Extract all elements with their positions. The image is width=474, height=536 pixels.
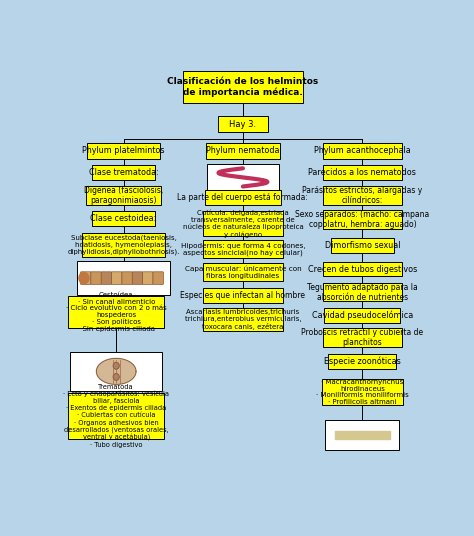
Text: Tegumento adaptado para la
absorción de nutrientes: Tegumento adaptado para la absorción de … [307,282,418,302]
FancyBboxPatch shape [323,165,402,180]
FancyBboxPatch shape [68,296,164,328]
FancyBboxPatch shape [68,393,164,439]
FancyBboxPatch shape [206,143,280,159]
Text: Trematoda
· Ecto y endoparásitos: vesícula
biliar, fasciola
· Exentos de epiderm: Trematoda · Ecto y endoparásitos: vesícu… [63,384,169,448]
Text: Phylum platelmintos: Phylum platelmintos [82,146,165,155]
Text: Hay 3.: Hay 3. [229,120,256,129]
FancyBboxPatch shape [183,71,303,103]
FancyBboxPatch shape [77,261,170,295]
Text: Subclase eucestoda(taeniosis,
hdatidosis, hymenolepiasis,
diphylidiosis,diphyllo: Subclase eucestoda(taeniosis, hdatidosis… [67,235,180,255]
FancyBboxPatch shape [91,272,101,285]
FancyBboxPatch shape [153,272,164,285]
FancyBboxPatch shape [203,288,283,303]
Polygon shape [96,359,136,384]
Text: Especie zoonóticas: Especie zoonóticas [324,357,401,366]
Text: Ascariasis lumbricoides,trichuris
trichiura,enterobius vermicularis,
toxocara ca: Ascariasis lumbricoides,trichuris trichi… [184,309,301,330]
FancyBboxPatch shape [328,354,396,369]
FancyBboxPatch shape [86,187,161,205]
Text: Phylum acanthocephala: Phylum acanthocephala [314,146,410,155]
FancyBboxPatch shape [325,308,400,323]
FancyBboxPatch shape [70,352,162,391]
FancyBboxPatch shape [323,283,402,301]
FancyBboxPatch shape [323,329,402,347]
FancyBboxPatch shape [323,210,402,229]
FancyBboxPatch shape [203,211,283,236]
FancyBboxPatch shape [322,379,403,405]
FancyBboxPatch shape [92,165,155,180]
FancyBboxPatch shape [132,272,143,285]
FancyBboxPatch shape [122,272,132,285]
FancyBboxPatch shape [205,190,281,205]
Text: Phylum nematoda: Phylum nematoda [206,146,280,155]
FancyBboxPatch shape [203,308,283,331]
FancyBboxPatch shape [323,262,402,277]
FancyBboxPatch shape [203,263,283,281]
FancyBboxPatch shape [323,187,402,205]
Text: Proboscis retráctil y cubierta de
planchitos: Proboscis retráctil y cubierta de planch… [301,328,423,347]
Text: Clase cestoidea:: Clase cestoidea: [91,214,157,223]
Text: Capa muscular: únicamente con
fibras longitudinales: Capa muscular: únicamente con fibras lon… [184,266,301,279]
Text: Digenea (fasciolosis,
paragonimiaosis): Digenea (fasciolosis, paragonimiaosis) [84,186,163,205]
FancyBboxPatch shape [81,272,91,285]
Text: La parte del cuerpo está formada:: La parte del cuerpo está formada: [177,193,309,202]
Text: Especies que infectan al hombre: Especies que infectan al hombre [181,291,305,300]
Text: Cavidad pseudocelómica: Cavidad pseudocelómica [312,310,413,320]
FancyBboxPatch shape [218,116,268,132]
Circle shape [113,362,119,369]
Text: Sexo separados: (macho: campana
copolatru, hembra: aguado): Sexo separados: (macho: campana copolatr… [295,210,429,229]
Text: Clase trematoda:: Clase trematoda: [89,168,158,177]
FancyBboxPatch shape [92,211,155,226]
FancyBboxPatch shape [203,240,283,258]
Text: Cestoídea
· Sin canal alimenticio
· Ciclo evolutivo con 2 o más
hospederos
· Son: Cestoídea · Sin canal alimenticio · Cicl… [66,292,166,332]
Text: Hipodermis: que forma 4 codones,
aspectos sincicial(no hay celular): Hipodermis: que forma 4 codones, aspecto… [181,243,305,256]
Text: Crecen de tubos digestivos: Crecen de tubos digestivos [308,265,417,273]
FancyBboxPatch shape [323,143,402,159]
Circle shape [113,374,119,381]
Text: Dimorfismo sexual: Dimorfismo sexual [325,241,400,250]
Text: Parecidos a los nematodos: Parecidos a los nematodos [309,168,416,177]
FancyBboxPatch shape [325,420,399,450]
FancyBboxPatch shape [82,233,165,257]
Circle shape [79,272,89,284]
Text: · Macracanthorhynchus
hirodinaceus
· Moniliformis moniliformis
· Profilicolis al: · Macracanthorhynchus hirodinaceus · Mon… [316,379,409,405]
FancyBboxPatch shape [111,272,122,285]
Text: Parásitos estrictos, alargadas y
cilíndricos:: Parásitos estrictos, alargadas y cilíndr… [302,186,422,205]
FancyBboxPatch shape [207,164,279,191]
Text: Clasificación de los helmintos
de importancia médica.: Clasificación de los helmintos de import… [167,77,319,97]
Text: Cutícula: delgada,estriada
transversalmente, carente de
núcleos de naturaleza li: Cutícula: delgada,estriada transversalme… [182,210,303,237]
FancyBboxPatch shape [143,272,153,285]
FancyBboxPatch shape [101,272,112,285]
FancyBboxPatch shape [331,237,394,252]
FancyBboxPatch shape [87,143,161,159]
